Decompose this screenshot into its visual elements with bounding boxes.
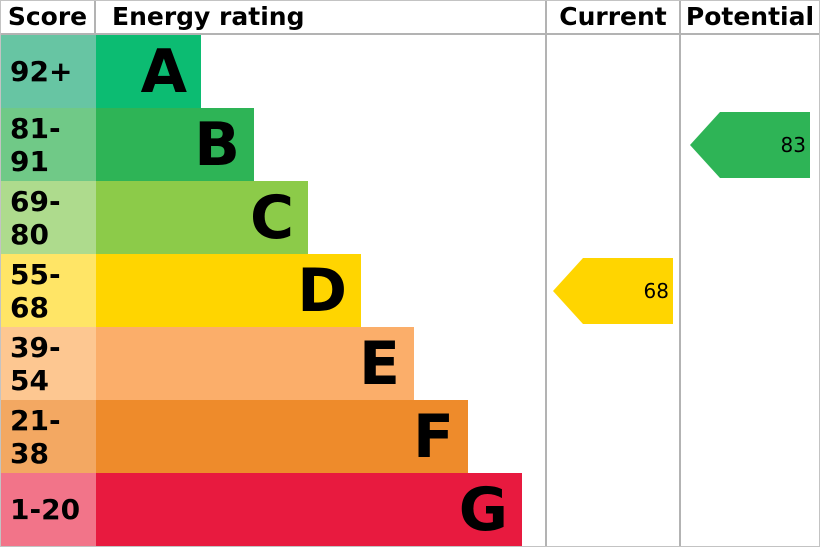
band-bar-g: G xyxy=(96,473,522,546)
current-cell-d: 68 xyxy=(545,254,679,327)
current-rating-arrow-shape xyxy=(553,257,673,324)
potential-cell-g xyxy=(679,473,819,546)
header-energy-rating: Energy rating xyxy=(112,2,305,31)
band-bar-d: D xyxy=(96,254,361,327)
potential-cell-c xyxy=(679,181,819,254)
band-bar-b: B xyxy=(96,108,254,181)
band-row-g: 1-20 G xyxy=(1,473,819,546)
band-bar-c: C xyxy=(96,181,308,254)
potential-cell-a xyxy=(679,35,819,108)
potential-cell-d xyxy=(679,254,819,327)
band-rows: 92+ A 81-91 B 83 69-80 C 55-68 D 68 39-54 E 21-38 F 1-… xyxy=(1,35,819,546)
chart-header: Score Energy rating Current Potential xyxy=(1,1,819,35)
band-row-b: 81-91 B 83 xyxy=(1,108,819,181)
rating-cell-c: C xyxy=(96,181,545,254)
score-range-g: 1-20 xyxy=(1,473,96,546)
band-bar-e: E xyxy=(96,327,414,400)
score-range-c: 69-80 xyxy=(1,181,96,254)
potential-cell-f xyxy=(679,400,819,473)
band-row-a: 92+ A xyxy=(1,35,819,108)
current-cell-f xyxy=(545,400,679,473)
potential-cell-e xyxy=(679,327,819,400)
header-current: Current xyxy=(545,1,679,33)
potential-cell-b: 83 xyxy=(679,108,819,181)
score-range-d: 55-68 xyxy=(1,254,96,327)
current-cell-b xyxy=(545,108,679,181)
header-score: Score xyxy=(1,1,96,33)
band-bar-f: F xyxy=(96,400,468,473)
potential-rating-arrow-value: 83 xyxy=(781,133,806,157)
score-range-f: 21-38 xyxy=(1,400,96,473)
rating-cell-d: D xyxy=(96,254,545,327)
rating-cell-b: B xyxy=(96,108,545,181)
current-cell-c xyxy=(545,181,679,254)
score-range-b: 81-91 xyxy=(1,108,96,181)
band-row-c: 69-80 C xyxy=(1,181,819,254)
band-bar-a: A xyxy=(96,35,201,108)
header-potential: Potential xyxy=(679,1,819,33)
band-row-f: 21-38 F xyxy=(1,400,819,473)
current-cell-e xyxy=(545,327,679,400)
current-cell-g xyxy=(545,473,679,546)
rating-cell-a: A xyxy=(96,35,545,108)
rating-cell-e: E xyxy=(96,327,545,400)
current-rating-arrow-value: 68 xyxy=(644,279,669,303)
band-row-e: 39-54 E xyxy=(1,327,819,400)
score-range-e: 39-54 xyxy=(1,327,96,400)
current-cell-a xyxy=(545,35,679,108)
potential-rating-arrow: 83 xyxy=(690,111,810,178)
rating-cell-f: F xyxy=(96,400,545,473)
band-row-d: 55-68 D 68 xyxy=(1,254,819,327)
rating-cell-g: G xyxy=(96,473,545,546)
potential-rating-arrow-shape xyxy=(690,111,810,178)
score-range-a: 92+ xyxy=(1,35,96,108)
current-rating-arrow: 68 xyxy=(553,257,673,324)
